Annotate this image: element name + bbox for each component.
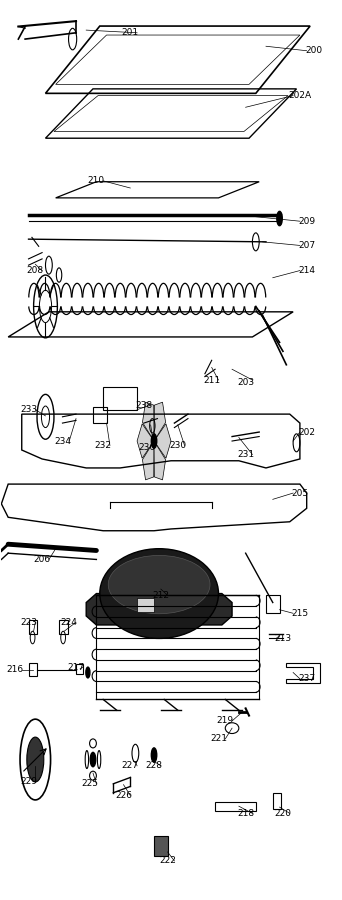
Text: 211: 211 [203,375,220,384]
Text: 221: 221 [210,734,227,743]
Text: 226: 226 [115,791,132,800]
Text: 215: 215 [291,608,308,617]
Circle shape [151,748,157,762]
Text: 232: 232 [95,441,111,450]
Text: 220: 220 [274,809,291,818]
Circle shape [86,667,90,678]
Text: 229: 229 [20,778,37,787]
Bar [59,620,67,634]
Text: 233: 233 [20,405,37,414]
Circle shape [151,434,157,448]
Text: 203: 203 [237,378,254,387]
Text: 214: 214 [298,266,315,275]
Circle shape [277,212,282,226]
Text: 236: 236 [139,443,156,452]
Polygon shape [143,402,154,441]
Text: 207: 207 [298,241,315,250]
Text: 202A: 202A [288,91,312,100]
Text: 201: 201 [122,28,139,37]
Bar [266,596,279,613]
Polygon shape [154,424,171,458]
Text: 219: 219 [217,716,234,725]
Bar [28,620,37,634]
Bar [273,793,281,809]
Bar [137,598,154,611]
Polygon shape [143,441,154,480]
Text: 224: 224 [61,617,78,626]
Text: 227: 227 [122,761,139,770]
Text: 223: 223 [20,617,37,626]
Text: 209: 209 [298,217,315,226]
Circle shape [27,737,44,782]
Polygon shape [154,441,166,480]
Bar [28,662,37,676]
Text: 234: 234 [54,436,71,446]
Text: 216: 216 [6,665,24,674]
Text: 217: 217 [67,662,84,671]
Polygon shape [137,424,154,458]
Text: 238: 238 [135,400,153,410]
Ellipse shape [108,555,210,614]
Circle shape [90,752,96,767]
Text: 222: 222 [159,857,176,866]
Polygon shape [154,402,166,441]
Polygon shape [86,594,232,625]
Text: 225: 225 [81,779,98,788]
Text: 200: 200 [305,46,322,55]
Text: 212: 212 [152,590,169,599]
Text: 210: 210 [88,176,105,185]
Text: 205: 205 [291,489,308,498]
Text: 202: 202 [298,428,315,436]
Bar [76,663,83,674]
Text: 231: 231 [237,450,254,459]
Bar [93,407,107,423]
Bar [154,836,168,856]
Text: 230: 230 [169,441,186,450]
Text: 208: 208 [27,266,44,275]
Text: 213: 213 [274,634,291,643]
Text: 218: 218 [237,809,254,818]
Text: 206: 206 [34,555,51,564]
Text: 228: 228 [146,761,162,770]
Ellipse shape [100,549,219,638]
Text: 237: 237 [298,674,315,683]
